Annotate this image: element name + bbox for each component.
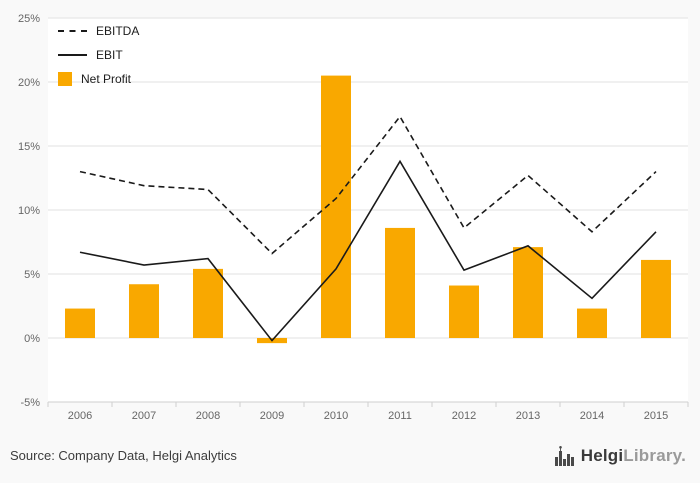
y-axis-label: 10% [18,205,40,217]
ebitda-line [79,115,657,255]
logo-text: HelgiLibrary. [581,446,686,466]
legend-label-ebit: EBIT [96,48,123,62]
legend-dashed-line-sample [58,30,87,32]
y-axis-label: 25% [18,13,40,25]
logo-text-helgi: Helgi [580,445,624,465]
legend-label-net-profit: Net Profit [81,72,132,86]
legend-item-ebitda: EBITDA [58,24,139,38]
x-axis-label: 2011 [388,410,412,422]
net-profit-bar [513,247,543,338]
logo-text-library: Library [623,445,682,465]
x-axis-label: 2008 [196,410,220,422]
net-profit-bar [65,308,95,338]
logo-text-dot: . [681,445,686,465]
legend-bar-swatch [58,72,72,86]
net-profit-bar [641,259,671,338]
footer: Source: Company Data, Helgi Analytics He… [0,432,700,483]
legend-item-ebit: EBIT [58,48,139,62]
net-profit-bar [577,308,607,338]
x-axis-label: 2007 [132,410,156,422]
chart-canvas: -5% 0% 5% 10% 15% 20% 25% 2006 2007 2008 2009 2010 2… [18,13,689,422]
net-profit-bar [129,284,159,338]
helgi-library-logo: HelgiLibrary. [554,445,686,466]
x-axis-label: 2009 [260,410,284,422]
net-profit-bar [449,285,479,338]
x-axis-label: 2010 [324,410,348,422]
y-axis-label: 0% [24,333,40,345]
helgi-logo-icon [554,445,574,466]
legend-item-net-profit: Net Profit [58,72,139,86]
y-axis-label: 15% [18,141,40,153]
x-axis-label: 2012 [452,410,476,422]
legend-label-ebitda: EBITDA [96,24,140,38]
legend-solid-line-sample [58,54,87,56]
x-axis-label: 2013 [516,410,540,422]
chart-container: -5% 0% 5% 10% 15% 20% 25% 2006 2007 2008 2009 2010 2… [18,13,689,422]
y-axis-label: 5% [24,269,40,281]
x-axis-label: 2015 [644,410,668,422]
ebit-line [79,159,657,342]
net-profit-bar [385,227,415,338]
source-text: Source: Company Data, Helgi Analytics [10,448,237,463]
net-profit-bar [193,268,223,338]
y-axis-label: 20% [18,77,40,89]
x-axis-label: 2006 [68,410,92,422]
y-axis-label: -5% [20,397,40,409]
chart-legend: EBITDA EBIT Net Profit [58,24,139,86]
x-axis-label: 2014 [580,410,604,422]
